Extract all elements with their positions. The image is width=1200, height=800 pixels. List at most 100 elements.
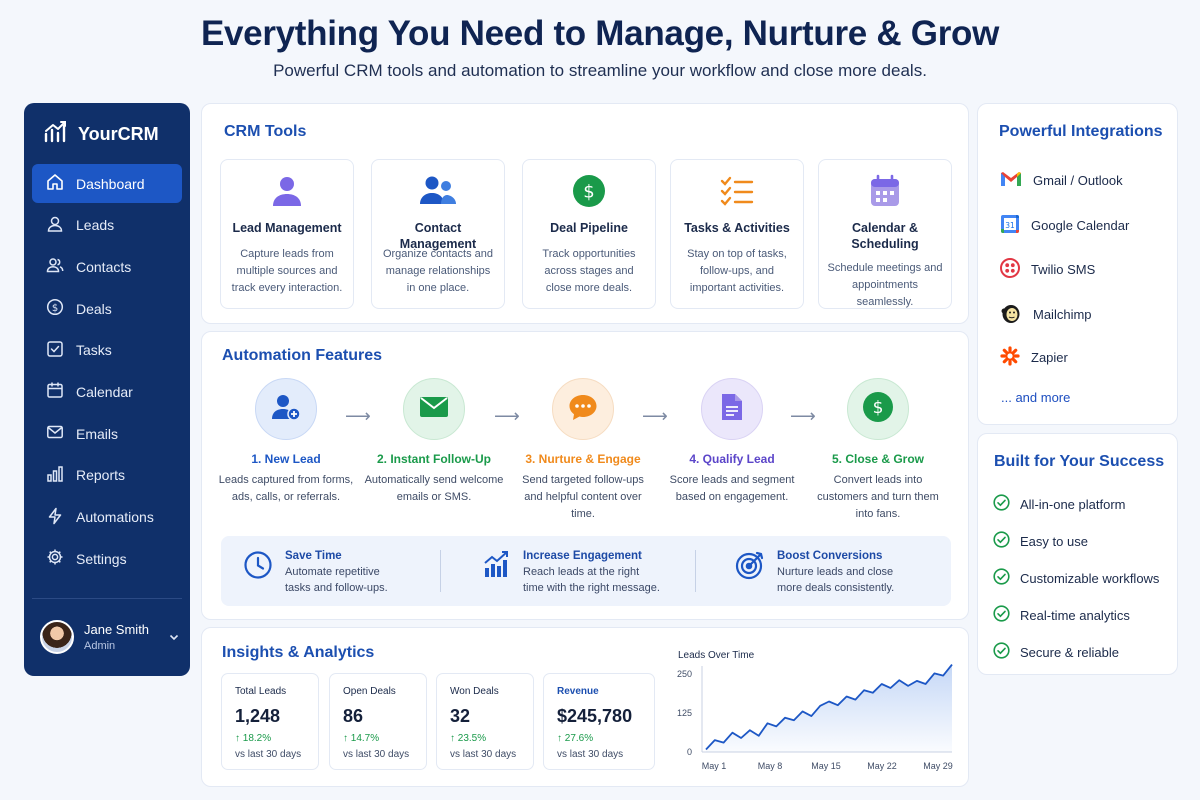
y-tick-label: 125 — [677, 708, 692, 718]
benefit-conversions: Boost Conversions Nurture leads and clos… — [735, 550, 897, 596]
automation-step-qualify[interactable]: 4. Qualify Lead Score leads and segment … — [662, 378, 802, 506]
stat-value: 32 — [450, 706, 471, 726]
tool-name: Calendar & Scheduling — [851, 221, 919, 251]
benefit-engagement: Increase Engagement Reach leads at the r… — [483, 550, 661, 596]
success-item: Real-time analytics — [993, 605, 1130, 625]
stat-label: Revenue — [557, 686, 599, 697]
more-integrations-link[interactable]: ... and more — [1001, 390, 1071, 405]
sidebar-item-label: Leads — [76, 217, 115, 234]
tool-tasks-activities[interactable]: Tasks & Activities Stay on top of tasks,… — [670, 159, 804, 309]
integration-mailchimp[interactable]: Mailchimp — [1000, 302, 1092, 327]
chat-icon — [568, 393, 598, 426]
automation-step-new-lead[interactable]: 1. New Lead Leads captured from forms, a… — [216, 378, 356, 506]
arrow-right-icon: ⟶ — [494, 406, 520, 426]
tool-lead-management[interactable]: Lead Management Capture leads from multi… — [220, 159, 354, 309]
step-description: Send targeted follow-ups and helpful con… — [522, 474, 644, 520]
brand-name: YourCRM — [78, 124, 159, 144]
brand[interactable]: YourCRM — [44, 121, 159, 148]
user-icon — [270, 174, 304, 213]
series-area — [706, 664, 952, 752]
tool-description: Track opportunities across stages and cl… — [542, 248, 636, 294]
integration-label: Gmail / Outlook — [1033, 173, 1123, 188]
chevron-down-icon[interactable] — [168, 630, 180, 648]
mail-icon — [46, 423, 64, 444]
step-name: 5. Close & Grow — [831, 452, 925, 466]
stat-change: ↑ 27.6% — [557, 733, 594, 744]
check-circle-icon — [993, 531, 1010, 551]
sidebar-item-leads[interactable]: Leads — [32, 206, 182, 245]
stat-period: vs last 30 days — [343, 749, 410, 760]
arrow-right-icon: ⟶ — [790, 406, 816, 426]
tool-calendar-scheduling[interactable]: Calendar & Scheduling Schedule meetings … — [818, 159, 952, 309]
stat-period: vs last 30 days — [450, 749, 517, 760]
sidebar: YourCRM Dashboard Leads Contacts $ Deals… — [24, 103, 190, 676]
sidebar-item-reports[interactable]: Reports — [32, 456, 182, 495]
sidebar-item-label: Reports — [76, 467, 126, 484]
sidebar-item-label: Deals — [76, 300, 112, 317]
stat-total-leads[interactable]: Total Leads 1,248 ↑ 18.2% vs last 30 day… — [221, 673, 319, 770]
sidebar-item-emails[interactable]: Emails — [32, 414, 182, 453]
stat-value: 1,248 — [235, 706, 281, 726]
x-tick-label: May 1 — [702, 761, 727, 771]
sidebar-item-automations[interactable]: Automations — [32, 498, 182, 537]
integrations-title: Powerful Integrations — [999, 123, 1163, 140]
chart-title: Leads Over Time — [678, 650, 755, 661]
stat-value: $245,780 — [557, 706, 633, 726]
step-name: 1. New Lead — [251, 452, 321, 466]
target-icon — [735, 550, 765, 596]
document-icon — [720, 392, 744, 427]
check-circle-icon — [993, 494, 1010, 514]
gear-icon — [46, 548, 64, 569]
step-description: Automatically send welcome emails or SMS… — [364, 474, 504, 503]
integration-twilio[interactable]: Twilio SMS — [1000, 258, 1095, 281]
benefit-description: Automate repetitive tasks and follow-ups… — [285, 566, 388, 594]
sidebar-item-calendar[interactable]: Calendar — [32, 372, 182, 411]
tool-description: Stay on top of tasks, follow-ups, and im… — [687, 248, 787, 294]
stat-won-deals[interactable]: Won Deals 32 ↑ 23.5% vs last 30 days — [436, 673, 534, 770]
stat-period: vs last 30 days — [235, 749, 302, 760]
twilio-icon — [1000, 258, 1020, 281]
automation-step-nurture[interactable]: 3. Nurture & Engage Send targeted follow… — [513, 378, 653, 523]
integration-google-calendar[interactable]: 31 Google Calendar — [1000, 214, 1129, 237]
sidebar-item-label: Automations — [76, 509, 154, 525]
users-icon — [46, 256, 64, 277]
benefit-title: Increase Engagement — [523, 550, 642, 562]
integration-gmail[interactable]: Gmail / Outlook — [1000, 170, 1123, 191]
sidebar-item-label: Emails — [76, 425, 119, 442]
automation-step-close-grow[interactable]: $ 5. Close & Grow Convert leads into cus… — [808, 378, 948, 523]
stat-change: ↑ 18.2% — [235, 733, 272, 744]
crm-tools-title: CRM Tools — [224, 123, 307, 140]
sidebar-item-deals[interactable]: $ Deals — [32, 289, 182, 328]
sidebar-nav: Dashboard Leads Contacts $ Deals Tasks C… — [32, 164, 182, 581]
integration-label: Mailchimp — [1033, 307, 1092, 322]
user-name: Jane Smith — [84, 622, 150, 637]
integration-zapier[interactable]: Zapier — [1000, 346, 1068, 369]
user-menu[interactable]: Jane Smith Admin — [40, 620, 180, 654]
step-name: 3. Nurture & Engage — [525, 452, 641, 466]
add-user-icon — [271, 392, 301, 427]
check-circle-icon — [993, 642, 1010, 662]
sidebar-item-label: Contacts — [76, 258, 132, 275]
tool-description: Capture leads from multiple sources and … — [231, 248, 343, 294]
stat-label: Total Leads — [235, 686, 287, 697]
stat-open-deals[interactable]: Open Deals 86 ↑ 14.7% vs last 30 days — [329, 673, 427, 770]
stat-revenue[interactable]: Revenue $245,780 ↑ 27.6% vs last 30 days — [543, 673, 655, 770]
tool-contact-management[interactable]: Contact Management Organize contacts and… — [371, 159, 505, 309]
sidebar-item-settings[interactable]: Settings — [32, 539, 182, 578]
sidebar-item-tasks[interactable]: Tasks — [32, 331, 182, 370]
check-circle-icon — [993, 568, 1010, 588]
series-line — [705, 664, 953, 751]
automation-step-follow-up[interactable]: 2. Instant Follow-Up Automatically send … — [364, 378, 504, 506]
tool-deal-pipeline[interactable]: $ Deal Pipeline Track opportunities acro… — [522, 159, 656, 309]
user-icon — [46, 215, 64, 236]
sidebar-item-dashboard[interactable]: Dashboard — [32, 164, 182, 203]
gmail-icon — [1000, 170, 1022, 191]
step-description: Leads captured from forms, ads, calls, o… — [218, 474, 354, 503]
tool-description: Schedule meetings and appointments seaml… — [827, 262, 943, 308]
insights-card: Insights & Analytics Total Leads 1,248 ↑… — [201, 627, 969, 787]
success-card: Built for Your Success All-in-one platfo… — [977, 433, 1178, 675]
success-item: Secure & reliable — [993, 642, 1119, 662]
user-role: Admin — [84, 640, 116, 652]
success-item-label: Secure & reliable — [1020, 644, 1119, 660]
sidebar-item-contacts[interactable]: Contacts — [32, 247, 182, 286]
